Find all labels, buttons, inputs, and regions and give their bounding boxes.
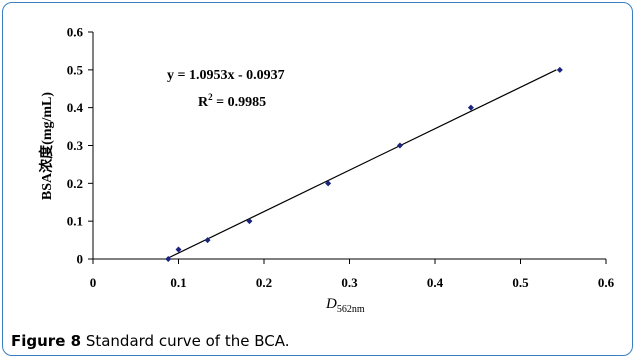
data-point xyxy=(467,104,474,111)
y-ticks: 0 0.1 0.2 0.3 0.4 0.5 0.6 xyxy=(67,25,93,267)
y-tick-label: 0.1 xyxy=(67,214,83,229)
y-tick-label: 0.2 xyxy=(67,176,83,191)
y-tick-label: 0.5 xyxy=(67,62,84,77)
data-point xyxy=(175,246,182,253)
x-tick-label: 0.4 xyxy=(427,275,444,290)
trendline xyxy=(165,69,557,260)
x-axis-title: D562nm xyxy=(325,296,365,315)
x-ticks: 0 0.1 0.2 0.3 0.4 0.5 0.6 xyxy=(90,259,615,290)
x-axis-title-main: D xyxy=(325,296,337,312)
x-tick-label: 0.1 xyxy=(170,275,186,290)
figure-label: Figure 8 xyxy=(11,332,82,350)
r-squared-label: R2 = 0.9985 xyxy=(198,92,266,110)
x-tick-label: 0.6 xyxy=(598,275,615,290)
figure-caption: Figure 8 Standard curve of the BCA. xyxy=(11,332,290,350)
r-squared-prefix: R xyxy=(198,95,209,110)
y-tick-label: 0.6 xyxy=(67,25,84,40)
data-point xyxy=(204,237,211,244)
y-tick-label: 0 xyxy=(77,252,84,267)
figure-frame: 0 0.1 0.2 0.3 0.4 0.5 0.6 0 0.1 0.2 0.3 0.4 0.5 0.6 … xyxy=(2,2,633,356)
data-point xyxy=(556,66,563,73)
y-axis-title: BSA浓度(mg/mL) xyxy=(38,92,55,200)
chart: 0 0.1 0.2 0.3 0.4 0.5 0.6 00.10.20.30.40.50.6 … xyxy=(38,25,615,316)
x-tick-label: 0.2 xyxy=(256,275,272,290)
y-tick-label: 0.4 xyxy=(67,100,84,115)
data-point xyxy=(325,180,332,187)
x-tick-label: 0.3 xyxy=(341,275,358,290)
x-axis-title-sub: 562nm xyxy=(337,304,365,315)
r-squared-value: = 0.9985 xyxy=(213,95,266,110)
data-point xyxy=(165,256,172,262)
x-tick-label: 0 xyxy=(90,275,97,290)
r-squared-sup: 2 xyxy=(208,92,213,102)
caption-text: Standard curve of the BCA. xyxy=(81,332,290,350)
data-point xyxy=(246,218,253,225)
data-point xyxy=(396,142,403,149)
x-tick-label: 0.5 xyxy=(512,275,529,290)
data-points xyxy=(165,66,563,262)
y-tick-label: 0.3 xyxy=(67,138,84,153)
equation-label: y = 1.0953x - 0.0937 xyxy=(167,68,285,83)
